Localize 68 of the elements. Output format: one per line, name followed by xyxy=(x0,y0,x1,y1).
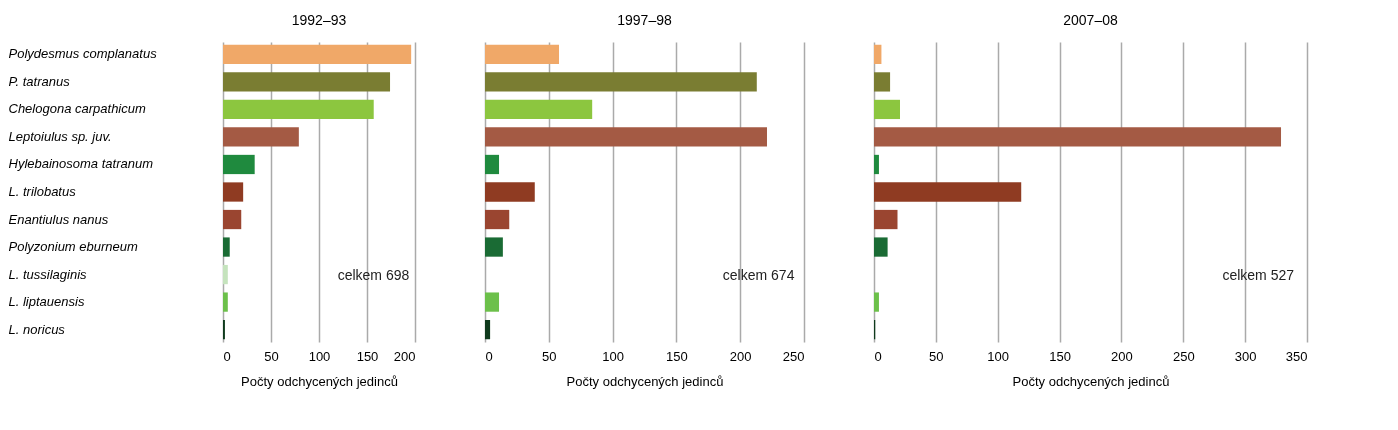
x-tick-label: 50 xyxy=(542,348,557,364)
x-tick-label: 300 xyxy=(1234,348,1257,364)
bar xyxy=(223,99,374,120)
bar xyxy=(485,72,757,92)
x-tick-label: 100 xyxy=(308,348,331,364)
annotation: celkem 674 xyxy=(722,267,795,283)
y-tick-label: P. tatranus xyxy=(8,73,71,89)
bar xyxy=(223,264,228,285)
bar xyxy=(223,72,391,92)
bar xyxy=(874,99,900,120)
bar xyxy=(874,72,891,92)
y-tick-label: Hylebainosoma tatranum xyxy=(8,156,154,172)
bar xyxy=(223,154,255,175)
bar xyxy=(485,99,593,120)
annotation: celkem 527 xyxy=(1222,267,1295,283)
x-tick-label: 200 xyxy=(393,348,416,364)
y-tick-label: Polydesmus complanatus xyxy=(8,46,158,62)
x-tick-label: 0 xyxy=(485,348,493,364)
y-tick-label: Enantiulus nanus xyxy=(8,211,109,227)
bar xyxy=(874,127,1282,147)
bar xyxy=(874,154,879,175)
x-tick-label: 200 xyxy=(1111,348,1133,364)
x-axis-title: Počty odchycených jedinců xyxy=(241,373,398,389)
x-tick-label: 100 xyxy=(602,348,624,364)
x-tick-label: 250 xyxy=(1172,348,1195,364)
x-tick-label: 50 xyxy=(929,348,944,364)
bar xyxy=(223,182,244,202)
bar xyxy=(223,209,242,230)
bar xyxy=(485,237,503,257)
bar xyxy=(874,182,1022,202)
bar xyxy=(874,44,882,65)
chart-title: 2007–08 xyxy=(1063,12,1118,28)
x-tick-label: 250 xyxy=(782,348,805,364)
annotation: celkem 698 xyxy=(337,267,410,283)
bar xyxy=(485,182,535,202)
x-tick-label: 100 xyxy=(987,348,1010,364)
x-tick-label: 150 xyxy=(356,348,379,364)
chart-title: 1992–93 xyxy=(291,12,347,28)
bar xyxy=(223,292,228,312)
bar xyxy=(485,292,500,312)
x-tick-label: 350 xyxy=(1285,348,1308,364)
bar xyxy=(485,127,767,147)
y-tick-label: Polyzonium eburneum xyxy=(8,239,139,255)
bar xyxy=(874,209,898,230)
x-tick-label: 200 xyxy=(729,348,752,364)
bar xyxy=(485,209,510,230)
x-tick-label: 150 xyxy=(1049,348,1071,364)
bar xyxy=(874,292,879,312)
y-tick-label: L. liptauensis xyxy=(8,294,85,310)
x-axis-title: Počty odchycených jedinců xyxy=(566,373,724,389)
y-tick-label: L. noricus xyxy=(8,321,66,337)
y-tick-label: L. trilobatus xyxy=(8,184,77,199)
y-tick-label: Leptoiulus sp. juv. xyxy=(8,128,112,144)
y-tick-label: Chelogona carpathicum xyxy=(8,101,146,117)
bar xyxy=(223,127,299,147)
x-tick-label: 0 xyxy=(223,348,231,364)
x-tick-label: 150 xyxy=(666,348,688,364)
chart-title: 1997–98 xyxy=(617,12,672,28)
bar xyxy=(223,237,230,257)
y-tick-label: L. tussilaginis xyxy=(8,266,88,282)
bar xyxy=(874,237,888,257)
x-tick-label: 0 xyxy=(874,348,882,364)
bar xyxy=(485,44,560,65)
x-tick-label: 50 xyxy=(264,348,279,364)
x-axis-title: Počty odchycených jedinců xyxy=(1012,373,1170,389)
bar xyxy=(485,154,500,175)
bar xyxy=(485,319,491,340)
bar xyxy=(223,44,412,65)
